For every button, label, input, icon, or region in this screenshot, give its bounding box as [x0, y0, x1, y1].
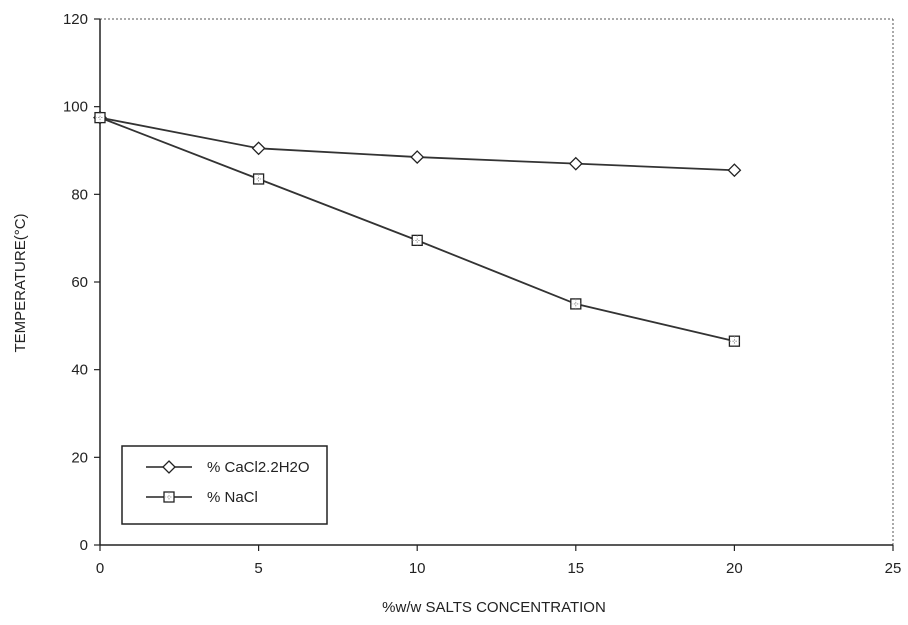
y-tick-label: 120: [63, 11, 88, 28]
x-tick-label: 25: [885, 560, 902, 577]
legend-marker-nacl: [163, 491, 175, 503]
x-tick-label: 5: [254, 560, 262, 577]
x-tick-label: 0: [96, 560, 104, 577]
legend-marker-cacl2: [162, 460, 176, 474]
y-axis-ticks: 0 20 40 60 80 100 120: [63, 11, 100, 554]
y-tick-label: 100: [63, 99, 88, 116]
data-point-nacl: [411, 234, 423, 247]
data-point-nacl: [94, 111, 106, 124]
data-point-cacl2: [410, 150, 425, 164]
data-point-cacl2: [568, 156, 583, 171]
data-point-nacl: [252, 173, 265, 185]
y-axis-title: TEMPERATURE(°C): [12, 213, 29, 352]
x-axis-title: %w/w SALTS CONCENTRATION: [382, 599, 606, 616]
data-point-nacl: [570, 298, 582, 310]
series-layer: [93, 110, 742, 347]
data-point-cacl2: [251, 141, 266, 156]
x-tick-label: 20: [726, 560, 743, 577]
x-tick-label: 10: [409, 560, 426, 577]
x-tick-label: 15: [567, 560, 584, 577]
legend-label-nacl: % NaCl: [207, 489, 258, 506]
x-axis-ticks: 0 5 10 15 20 25: [96, 545, 902, 577]
data-point-cacl2: [727, 163, 742, 178]
legend-label-cacl2: % CaCl2.2H2O: [207, 459, 310, 476]
legend: % CaCl2.2H2O % NaCl: [121, 445, 328, 525]
y-tick-label: 40: [71, 362, 88, 379]
legend-box: [121, 445, 328, 525]
y-tick-label: 60: [71, 274, 88, 291]
y-tick-label: 80: [71, 186, 88, 203]
y-tick-label: 20: [71, 449, 88, 466]
legend-items: % CaCl2.2H2O % NaCl: [146, 459, 310, 506]
data-point-nacl: [728, 335, 741, 347]
y-tick-label: 0: [80, 537, 88, 554]
